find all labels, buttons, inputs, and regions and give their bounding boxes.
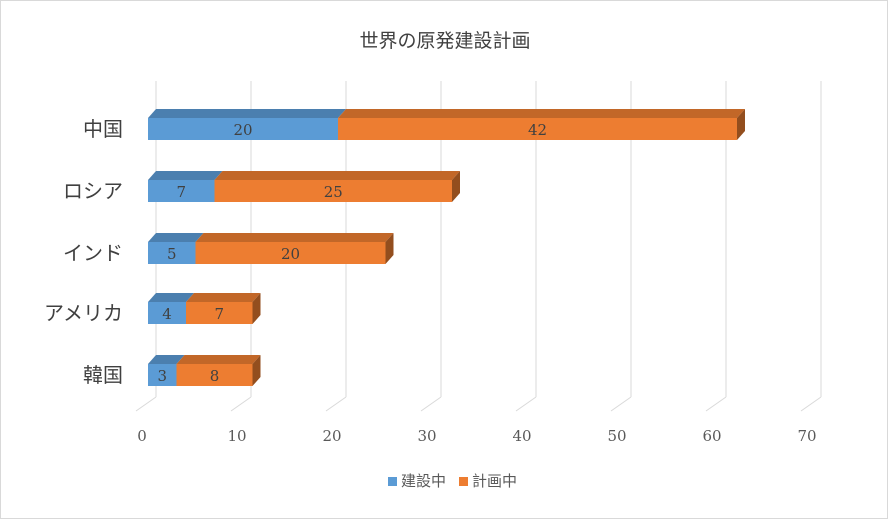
x-tick-label: 30 xyxy=(417,427,436,445)
legend-swatch xyxy=(388,477,397,486)
data-label: 7 xyxy=(214,305,224,323)
data-labels: 20 42 7 25 5 20 4 7 3 8 xyxy=(157,121,547,385)
category-label: インド xyxy=(63,241,123,265)
legend-label: 建設中 xyxy=(401,472,446,490)
bar-segment xyxy=(338,109,745,140)
category-label: 中国 xyxy=(83,117,123,141)
category-label: ロシア xyxy=(63,179,123,203)
legend-swatch xyxy=(459,477,468,486)
bar-segment xyxy=(176,355,261,386)
x-tick-label: 10 xyxy=(227,427,246,445)
bar-segment xyxy=(148,109,346,140)
gridline xyxy=(800,81,822,412)
x-axis-ticks: 0 10 20 30 40 50 60 70 xyxy=(137,427,816,445)
x-tick-label: 0 xyxy=(137,427,147,445)
bar-segment xyxy=(148,355,185,386)
x-tick-label: 60 xyxy=(702,427,721,445)
data-label: 7 xyxy=(176,183,186,201)
legend-item: 建設中 xyxy=(388,472,446,490)
bar-segment xyxy=(148,233,204,264)
category-label: 韓国 xyxy=(83,363,123,387)
chart-title: 世界の原発建設計画 xyxy=(359,30,530,52)
bar-segment xyxy=(195,233,394,264)
bar-segment xyxy=(148,171,223,202)
x-tick-label: 50 xyxy=(607,427,626,445)
data-label: 25 xyxy=(324,183,343,201)
category-label: アメリカ xyxy=(44,301,123,325)
data-label: 4 xyxy=(162,305,172,323)
legend-item: 計画中 xyxy=(459,472,517,490)
legend-label: 計画中 xyxy=(472,472,517,490)
data-label: 20 xyxy=(281,245,300,263)
legend: 建設中 計画中 xyxy=(388,472,517,490)
data-label: 5 xyxy=(167,245,177,263)
bar-segment xyxy=(214,171,460,202)
bar-segment xyxy=(148,293,194,324)
x-tick-label: 20 xyxy=(322,427,341,445)
data-label: 8 xyxy=(210,367,220,385)
bars xyxy=(148,109,745,386)
bar-segment xyxy=(186,293,261,324)
data-label: 42 xyxy=(528,121,547,139)
x-tick-label: 40 xyxy=(512,427,531,445)
x-tick-label: 70 xyxy=(797,427,816,445)
data-label: 20 xyxy=(233,121,252,139)
data-label: 3 xyxy=(157,367,167,385)
